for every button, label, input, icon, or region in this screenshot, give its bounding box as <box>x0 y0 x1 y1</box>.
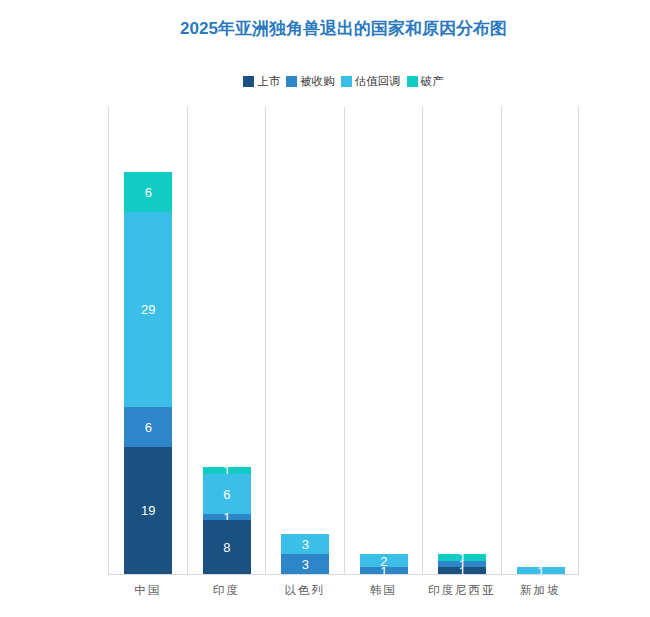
chart: 2025年亚洲独角兽退出的国家和原因分布图 上市 被收购 估值回调 破产 6 29 6 19… <box>0 0 650 617</box>
bar-value-label: 29 <box>124 303 172 316</box>
bar-2[interactable]: 33 <box>281 534 329 574</box>
chart-title: 2025年亚洲独角兽退出的国家和原因分布图 <box>108 17 579 40</box>
bar-segment[interactable]: 1 <box>517 567 565 574</box>
bar-segment[interactable]: 1 <box>438 567 486 574</box>
legend-label: 上市 <box>257 74 280 89</box>
plot-column-0: 629619中国 <box>108 107 187 574</box>
bar-segment[interactable]: 29 <box>124 212 172 406</box>
plot-area: 629619中国1618印度33以色列21韩国111印度尼西亚1新加坡 <box>108 107 579 575</box>
bar-value-label: 1 <box>438 564 486 577</box>
bar-value-label: 3 <box>281 557 329 570</box>
bar-5[interactable]: 1 <box>517 567 565 574</box>
legend-item-0[interactable]: 上市 <box>243 74 280 89</box>
plot-column-1: 1618印度 <box>187 107 266 574</box>
category-label-2: 以色列 <box>266 583 344 598</box>
category-label-1: 印度 <box>188 583 266 598</box>
legend-item-1[interactable]: 被收购 <box>286 74 335 89</box>
category-label-4: 印度尼西亚 <box>423 583 501 598</box>
plot-column-2: 33以色列 <box>265 107 344 574</box>
bar-segment[interactable]: 19 <box>124 447 172 574</box>
legend-swatch-icon <box>341 76 352 87</box>
bar-value-label: 1 <box>360 564 408 577</box>
bar-value-label: 1 <box>517 564 565 577</box>
legend-label: 估值回调 <box>355 74 401 89</box>
legend-label: 被收购 <box>300 74 335 89</box>
legend-item-3[interactable]: 破产 <box>407 74 444 89</box>
category-label-3: 韩国 <box>345 583 423 598</box>
bar-segment[interactable]: 6 <box>124 172 172 212</box>
plot-column-4: 111印度尼西亚 <box>422 107 501 574</box>
bar-4[interactable]: 111 <box>438 554 486 574</box>
bar-segment[interactable]: 1 <box>203 467 251 474</box>
legend-swatch-icon <box>243 76 254 87</box>
plot-column-3: 21韩国 <box>344 107 423 574</box>
bar-segment[interactable]: 8 <box>203 520 251 574</box>
bar-0[interactable]: 6 29 6 19 <box>124 172 172 574</box>
bar-3[interactable]: 21 <box>360 554 408 574</box>
bar-value-label: 8 <box>203 541 251 554</box>
bar-value-label: 19 <box>124 504 172 517</box>
legend-item-2[interactable]: 估值回调 <box>341 74 401 89</box>
bar-value-label: 6 <box>203 487 251 500</box>
bar-value-label: 6 <box>124 186 172 199</box>
bar-segment[interactable]: 3 <box>281 534 329 554</box>
bar-segment[interactable]: 6 <box>124 407 172 447</box>
plot-column-5: 1新加坡 <box>501 107 580 574</box>
bar-segment[interactable]: 1 <box>360 567 408 574</box>
legend-swatch-icon <box>286 76 297 87</box>
category-label-5: 新加坡 <box>502 583 580 598</box>
bar-value-label: 3 <box>281 537 329 550</box>
bar-1[interactable]: 1618 <box>203 467 251 574</box>
bar-segment[interactable]: 3 <box>281 554 329 574</box>
legend-label: 破产 <box>421 74 444 89</box>
bar-segment[interactable]: 1 <box>203 514 251 521</box>
legend-swatch-icon <box>407 76 418 87</box>
legend: 上市 被收购 估值回调 破产 <box>108 74 579 89</box>
bar-segment[interactable]: 6 <box>203 474 251 514</box>
bar-value-label: 6 <box>124 420 172 433</box>
category-label-0: 中国 <box>109 583 187 598</box>
